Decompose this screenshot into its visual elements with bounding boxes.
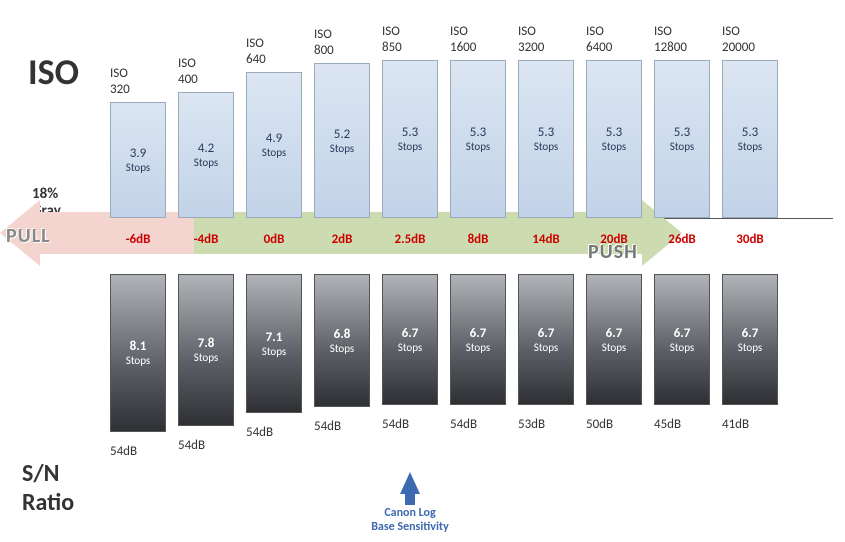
shadow-stops-value: 7.8 <box>198 336 215 351</box>
stops-label: Stops <box>194 156 218 169</box>
stops-label: Stops <box>670 341 694 354</box>
highlight-stops-bar: 5.2Stops <box>314 63 370 218</box>
highlight-stops-bar: 5.3Stops <box>518 60 574 218</box>
stops-label: Stops <box>330 142 354 155</box>
stops-label: Stops <box>738 341 762 354</box>
iso-label: ISO 12800 <box>654 24 710 55</box>
stops-label: Stops <box>330 342 354 355</box>
iso-dr-chart: ISO S/N Ratio 18% Gray PULL PUSH ISO 320… <box>0 0 845 542</box>
shadow-stops-bar: 6.7Stops <box>722 274 778 405</box>
highlight-stops-bar: 4.2Stops <box>178 92 234 218</box>
highlight-stops-value: 4.2 <box>198 141 214 156</box>
stops-label: Stops <box>670 140 694 153</box>
shadow-stops-bar: 6.7Stops <box>450 274 506 405</box>
stops-label: Stops <box>738 140 762 153</box>
sn-ratio-value: 50dB <box>586 417 642 432</box>
highlight-stops-bar: 5.3Stops <box>654 60 710 218</box>
gain-db-value: -6dB <box>110 232 166 247</box>
stops-label: Stops <box>602 341 626 354</box>
iso-label: ISO 640 <box>246 36 302 67</box>
gain-db-value: 2.5dB <box>382 232 438 247</box>
shadow-stops-value: 6.7 <box>470 326 487 341</box>
shadow-stops-bar: 6.7Stops <box>518 274 574 405</box>
highlight-stops-value: 5.3 <box>470 125 486 140</box>
stops-label: Stops <box>398 341 422 354</box>
shadow-stops-value: 6.7 <box>674 326 691 341</box>
iso-label: ISO 400 <box>178 56 234 87</box>
shadow-stops-value: 6.8 <box>334 327 351 342</box>
highlight-stops-bar: 3.9Stops <box>110 102 166 218</box>
iso-label: ISO 320 <box>110 66 166 97</box>
stops-label: Stops <box>602 140 626 153</box>
gain-db-value: 20dB <box>586 232 642 247</box>
stops-label: Stops <box>466 140 490 153</box>
iso-label: ISO 20000 <box>722 24 778 55</box>
sn-ratio-value: 54dB <box>246 425 302 440</box>
sn-ratio-value: 54dB <box>314 419 370 434</box>
iso-title: ISO <box>28 50 79 94</box>
sn-ratio-value: 54dB <box>178 438 234 453</box>
highlight-stops-bar: 4.9Stops <box>246 72 302 218</box>
gain-db-value: 14dB <box>518 232 574 247</box>
highlight-stops-value: 5.2 <box>334 127 350 142</box>
gain-db-value: 30dB <box>722 232 778 247</box>
sn-ratio-title: S/N Ratio <box>22 460 74 518</box>
highlight-stops-value: 5.3 <box>674 125 690 140</box>
gain-db-value: 26dB <box>654 232 710 247</box>
highlight-stops-value: 5.3 <box>606 125 622 140</box>
pull-label: PULL <box>6 224 51 248</box>
base-arrow-stem <box>405 493 415 505</box>
sn-ratio-value: 54dB <box>110 444 166 459</box>
highlight-stops-bar: 5.3Stops <box>586 60 642 218</box>
sn-ratio-value: 54dB <box>450 417 506 432</box>
gain-db-value: 0dB <box>246 232 302 247</box>
highlight-stops-bar: 5.3Stops <box>382 60 438 218</box>
gain-db-value: -4dB <box>178 232 234 247</box>
highlight-stops-value: 4.9 <box>266 131 282 146</box>
shadow-stops-bar: 6.7Stops <box>654 274 710 405</box>
shadow-stops-value: 8.1 <box>130 339 147 354</box>
base-arrow-icon <box>400 472 420 494</box>
gain-db-value: 8dB <box>450 232 506 247</box>
shadow-stops-value: 6.7 <box>606 326 623 341</box>
stops-label: Stops <box>534 140 558 153</box>
shadow-stops-value: 6.7 <box>538 326 555 341</box>
shadow-stops-bar: 8.1Stops <box>110 274 166 432</box>
iso-label: ISO 850 <box>382 24 438 55</box>
sn-ratio-value: 45dB <box>654 417 710 432</box>
shadow-stops-bar: 6.7Stops <box>382 274 438 405</box>
shadow-stops-bar: 6.8Stops <box>314 274 370 407</box>
iso-label: ISO 3200 <box>518 24 574 55</box>
highlight-stops-bar: 5.3Stops <box>450 60 506 218</box>
shadow-stops-value: 7.1 <box>266 330 283 345</box>
stops-label: Stops <box>534 341 558 354</box>
shadow-stops-bar: 7.8Stops <box>178 274 234 426</box>
sn-ratio-value: 53dB <box>518 417 574 432</box>
stops-label: Stops <box>262 146 286 159</box>
highlight-stops-value: 5.3 <box>538 125 554 140</box>
shadow-stops-bar: 7.1Stops <box>246 274 302 413</box>
sn-ratio-value: 54dB <box>382 417 438 432</box>
gain-db-value: 2dB <box>314 232 370 247</box>
stops-label: Stops <box>398 140 422 153</box>
stops-label: Stops <box>126 161 150 174</box>
shadow-stops-value: 6.7 <box>742 326 759 341</box>
highlight-stops-value: 5.3 <box>742 125 758 140</box>
shadow-stops-value: 6.7 <box>402 326 419 341</box>
highlight-stops-bar: 5.3Stops <box>722 60 778 218</box>
iso-label: ISO 1600 <box>450 24 506 55</box>
shadow-stops-bar: 6.7Stops <box>586 274 642 405</box>
base-sensitivity-label: Canon Log Base Sensitivity <box>360 506 460 535</box>
highlight-stops-value: 3.9 <box>130 146 146 161</box>
stops-label: Stops <box>262 345 286 358</box>
highlight-stops-value: 5.3 <box>402 125 418 140</box>
iso-label: ISO 6400 <box>586 24 642 55</box>
iso-label: ISO 800 <box>314 27 370 58</box>
sn-ratio-value: 41dB <box>722 417 778 432</box>
stops-label: Stops <box>126 354 150 367</box>
stops-label: Stops <box>194 351 218 364</box>
stops-label: Stops <box>466 341 490 354</box>
